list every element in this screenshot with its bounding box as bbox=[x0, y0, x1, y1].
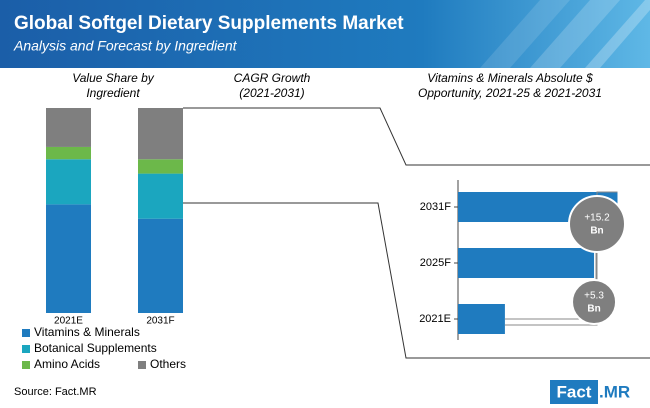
growth-bubble bbox=[571, 279, 618, 325]
bracket bbox=[504, 191, 618, 326]
title: Global Softgel Dietary Supplements Marke… bbox=[14, 13, 404, 34]
logo: Fact bbox=[557, 382, 592, 401]
panel-title: Opportunity, 2021-25 & 2021-2031 bbox=[418, 86, 602, 100]
logo-box bbox=[550, 380, 598, 404]
legend-swatch bbox=[138, 361, 146, 369]
panel-title: Vitamins & Minerals Absolute $ bbox=[427, 71, 593, 85]
legend-label: Botanical Supplements bbox=[34, 341, 157, 355]
growth-value: +15.2 bbox=[584, 213, 610, 224]
bar-segment bbox=[46, 204, 91, 313]
y-tick-label: 2031F bbox=[420, 201, 451, 213]
legend-label: Others bbox=[150, 357, 186, 371]
legend-label: Amino Acids bbox=[34, 357, 100, 371]
subtitle: Analysis and Forecast by Ingredient bbox=[13, 38, 238, 54]
logo: .MR bbox=[599, 382, 630, 401]
legend-swatch bbox=[22, 345, 30, 353]
zoom-line bbox=[183, 202, 650, 359]
growth-bubble bbox=[568, 195, 626, 253]
legend-swatch bbox=[22, 361, 30, 369]
stripe bbox=[530, 0, 620, 68]
panel-title: (2021-2031) bbox=[239, 86, 304, 100]
bar bbox=[458, 304, 505, 334]
bar-segment bbox=[138, 218, 183, 313]
zoom-line bbox=[183, 107, 650, 166]
panel-title: Value Share by bbox=[72, 71, 155, 85]
bar-segment bbox=[46, 108, 91, 147]
bar-segment bbox=[138, 159, 183, 174]
bar-segment bbox=[46, 146, 91, 160]
panel-title: CAGR Growth bbox=[234, 71, 311, 85]
bar-segment bbox=[138, 173, 183, 219]
growth-unit: Bn bbox=[587, 304, 600, 315]
y-tick-label: 2025F bbox=[420, 257, 451, 269]
y-tick-label: 2021E bbox=[419, 313, 451, 325]
growth-unit: Bn bbox=[590, 226, 603, 237]
stripe bbox=[480, 0, 570, 68]
bar-segment bbox=[138, 108, 183, 160]
source: Source: Fact.MR bbox=[14, 386, 97, 398]
growth-value: +5.3 bbox=[584, 291, 604, 302]
bar-segment bbox=[46, 159, 91, 205]
legend-swatch bbox=[22, 329, 30, 337]
header-band bbox=[0, 0, 650, 68]
x-tick-label: 2031F bbox=[146, 316, 174, 327]
x-tick-label: 2021E bbox=[54, 316, 83, 327]
bar bbox=[458, 248, 595, 278]
legend-label: Vitamins & Minerals bbox=[34, 325, 140, 339]
panel-title: Ingredient bbox=[86, 86, 140, 100]
stripe bbox=[585, 0, 650, 68]
